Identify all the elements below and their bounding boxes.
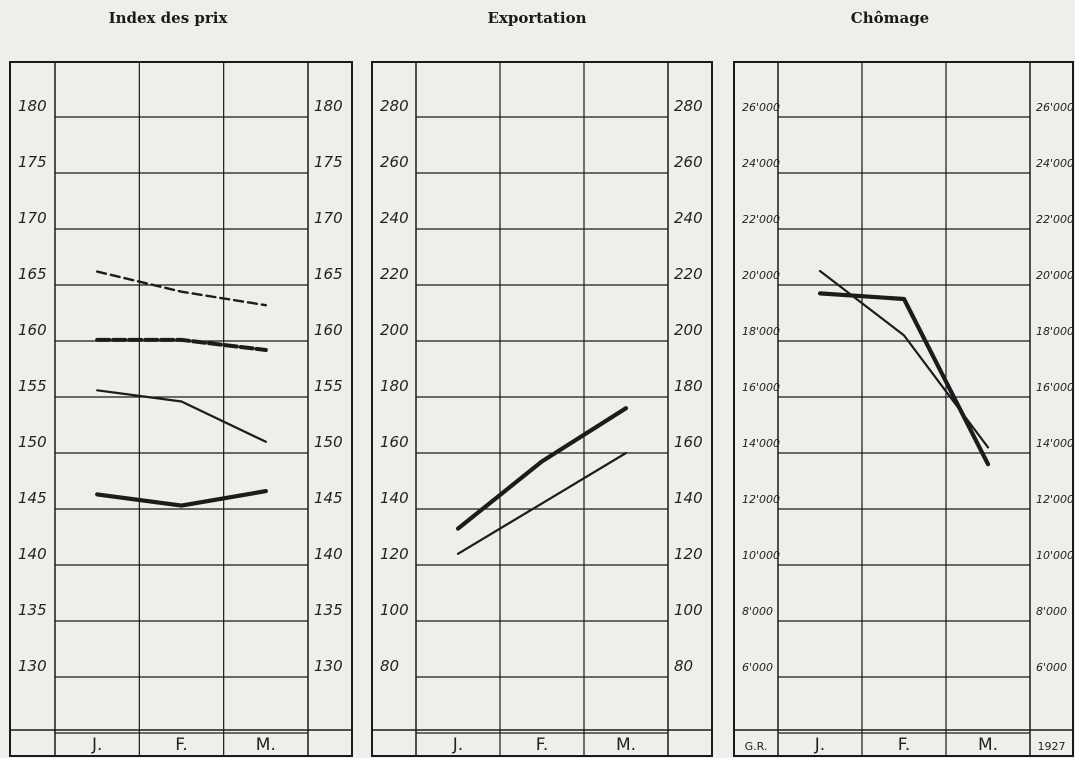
y-tick-label-right: 18'000 [1036, 325, 1074, 338]
y-tick-label-left: 180 [18, 97, 47, 115]
x-tick-label: M. [256, 735, 276, 755]
y-tick-label-right: 20'000 [1036, 269, 1074, 282]
y-tick-label-left: 24'000 [742, 157, 780, 170]
y-tick-label-left: 135 [18, 601, 47, 619]
y-tick-label-right: 22'000 [1036, 213, 1074, 226]
y-tick-label-right: 165 [314, 265, 343, 283]
x-tick-label: M. [978, 735, 998, 755]
y-tick-label-right: 180 [314, 97, 343, 115]
y-tick-label-right: 145 [314, 489, 343, 507]
y-tick-label-right: 140 [314, 545, 343, 563]
y-tick-label-left: 240 [380, 209, 409, 227]
y-tick-label-left: 22'000 [742, 213, 780, 226]
panel-frame [371, 61, 713, 757]
y-tick-label-right: 240 [674, 209, 703, 227]
y-tick-label-left: 12'000 [742, 493, 780, 506]
y-tick-label-left: 145 [18, 489, 47, 507]
panel-frame [733, 61, 1074, 757]
y-tick-label-left: 260 [380, 153, 409, 171]
y-tick-label-right: 130 [314, 657, 343, 675]
y-tick-label-right: 12'000 [1036, 493, 1074, 506]
y-tick-label-left: 16'000 [742, 381, 780, 394]
series-line-2 [456, 451, 628, 555]
y-tick-label-left: 280 [380, 97, 409, 115]
y-tick-label-right: 175 [314, 153, 343, 171]
y-tick-label-right: 155 [314, 377, 343, 395]
x-tick-label: J. [452, 735, 463, 755]
y-tick-label-left: 20'000 [742, 269, 780, 282]
y-tick-label-left: 100 [380, 601, 409, 619]
x-tick-label: J. [814, 735, 825, 755]
y-tick-label-right: 150 [314, 433, 343, 451]
y-tick-label-left: 18'000 [742, 325, 780, 338]
y-tick-label-left: 130 [18, 657, 47, 675]
y-tick-label-right: 160 [674, 433, 703, 451]
corner-label-right: 1927 [1038, 740, 1066, 753]
x-tick-label: F. [175, 735, 187, 755]
y-tick-label-left: 120 [380, 545, 409, 563]
y-tick-label-right: 100 [674, 601, 703, 619]
y-tick-label-left: 160 [380, 433, 409, 451]
x-tick-label: J. [91, 735, 102, 755]
y-tick-label-right: 10'000 [1036, 549, 1074, 562]
y-tick-label-right: 220 [674, 265, 703, 283]
series-line-1 [817, 291, 991, 467]
y-tick-label-right: 140 [674, 489, 703, 507]
x-tick-label: M. [616, 735, 636, 755]
x-tick-label: F. [536, 735, 548, 755]
y-tick-label-left: 150 [18, 433, 47, 451]
x-tick-label: F. [898, 735, 910, 755]
y-tick-label-left: 165 [18, 265, 47, 283]
y-tick-label-right: 24'000 [1036, 157, 1074, 170]
y-tick-label-left: 10'000 [742, 549, 780, 562]
series-line-1 [455, 406, 629, 531]
panel-frame [9, 61, 353, 757]
y-tick-label-left: 155 [18, 377, 47, 395]
y-tick-label-left: 160 [18, 321, 47, 339]
y-tick-label-left: 26'000 [742, 101, 780, 114]
y-tick-label-left: 8'000 [742, 605, 773, 618]
y-tick-label-right: 135 [314, 601, 343, 619]
corner-label-left: G.R. [745, 740, 768, 753]
y-tick-label-right: 16'000 [1036, 381, 1074, 394]
series-line-3 [96, 389, 267, 443]
y-tick-label-left: 180 [380, 377, 409, 395]
series-line-4 [95, 489, 268, 508]
y-tick-label-right: 6'000 [1036, 661, 1067, 674]
y-tick-label-left: 175 [18, 153, 47, 171]
y-tick-label-right: 260 [674, 153, 703, 171]
series-line-2 [95, 337, 268, 352]
chart-title: Exportation [488, 9, 587, 27]
y-tick-label-right: 200 [674, 321, 703, 339]
y-tick-label-left: 220 [380, 265, 409, 283]
chart-title: Chômage [851, 9, 929, 27]
y-tick-label-right: 280 [674, 97, 703, 115]
chart-title: Index des prix [109, 9, 229, 27]
y-tick-label-left: 170 [18, 209, 47, 227]
y-tick-label-right: 180 [674, 377, 703, 395]
series-line-2 [818, 269, 990, 449]
y-tick-label-left: 14'000 [742, 437, 780, 450]
y-tick-label-left: 140 [380, 489, 409, 507]
y-tick-label-right: 14'000 [1036, 437, 1074, 450]
y-tick-label-right: 80 [674, 657, 693, 675]
y-tick-label-right: 8'000 [1036, 605, 1067, 618]
y-tick-label-left: 80 [380, 657, 399, 675]
y-tick-label-left: 200 [380, 321, 409, 339]
y-tick-label-right: 26'000 [1036, 101, 1074, 114]
y-tick-label-right: 120 [674, 545, 703, 563]
y-tick-label-left: 6'000 [742, 661, 773, 674]
y-tick-label-left: 140 [18, 545, 47, 563]
y-tick-label-right: 170 [314, 209, 343, 227]
series-line-1 [95, 270, 268, 307]
y-tick-label-right: 160 [314, 321, 343, 339]
